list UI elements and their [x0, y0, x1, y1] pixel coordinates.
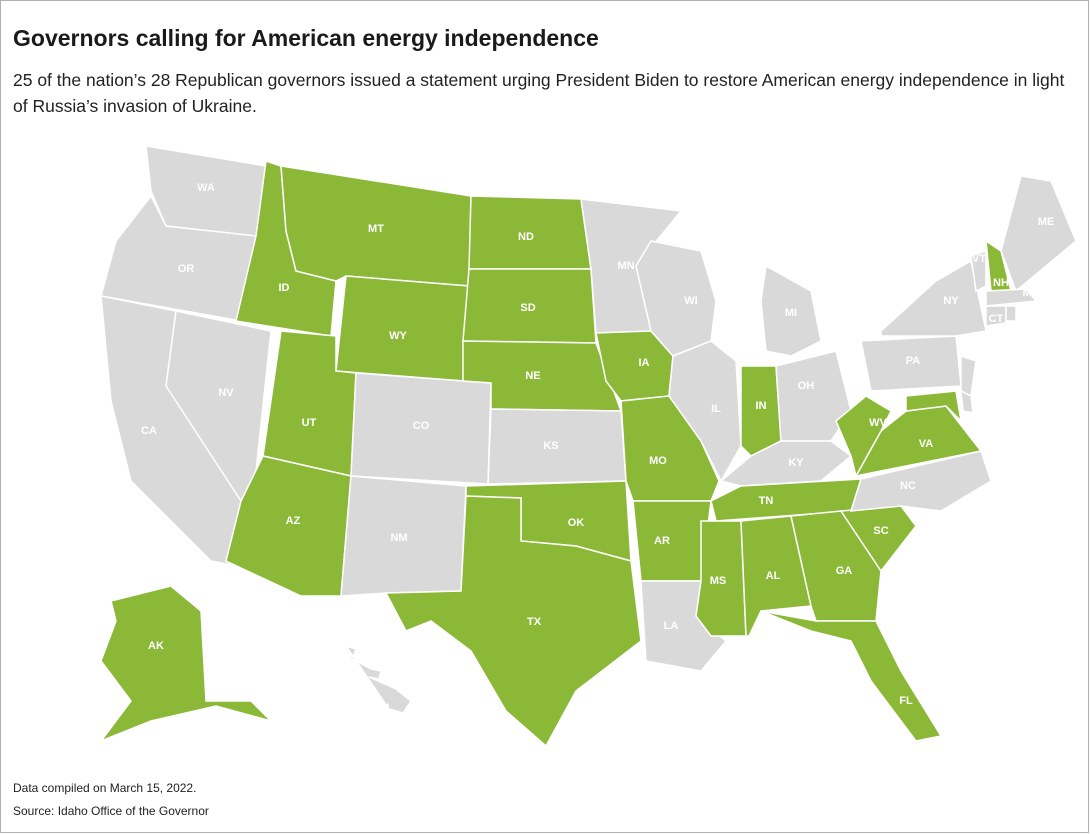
state-label: DE	[983, 395, 998, 407]
state-label: TN	[759, 495, 774, 507]
state-label: VT	[972, 253, 986, 265]
state-label: TX	[527, 616, 542, 628]
state-label: MI	[785, 307, 797, 319]
state	[985, 305, 1007, 327]
state-label: OH	[798, 380, 815, 392]
state	[1000, 175, 1077, 293]
state-label: IN	[756, 400, 767, 412]
state	[335, 275, 470, 382]
state-label: KS	[543, 440, 558, 452]
title: Governors calling for American energy in…	[13, 25, 599, 51]
state-label: NE	[525, 370, 540, 382]
state-label: VA	[919, 438, 934, 450]
state-label: MS	[710, 575, 727, 587]
state	[960, 354, 977, 398]
state-label: CA	[141, 425, 157, 437]
state-label: SD	[520, 302, 535, 314]
state-label: NJ	[986, 367, 1000, 379]
state	[668, 340, 742, 483]
state-label: NY	[943, 295, 959, 307]
state-label: NC	[900, 480, 916, 492]
source: Source: Idaho Office of the Governor	[13, 804, 209, 818]
state-label: ME	[1038, 216, 1055, 228]
state-label: AL	[766, 570, 781, 582]
state-label: KY	[788, 457, 804, 469]
state-label: UT	[302, 417, 317, 429]
state-label: ID	[279, 282, 290, 294]
state-label: CO	[413, 420, 430, 432]
state-label: OR	[178, 263, 195, 275]
state-label: MO	[649, 455, 667, 467]
state-label: AK	[148, 640, 164, 652]
state-label: IA	[639, 357, 650, 369]
state-label: MN	[617, 260, 634, 272]
state	[905, 390, 963, 424]
state	[880, 259, 987, 337]
state	[384, 495, 642, 748]
state-label: SC	[873, 525, 888, 537]
state	[342, 644, 413, 714]
state-label: WY	[389, 330, 407, 342]
state-label: HI	[379, 702, 390, 714]
state-label: MA	[1022, 287, 1039, 299]
state-label: AR	[654, 535, 670, 547]
subtitle: 25 of the nation’s 28 Republican governo…	[13, 70, 1065, 116]
state	[960, 389, 974, 414]
state-label: LA	[664, 620, 679, 632]
state-label: MD	[984, 413, 1001, 425]
state-label: PA	[906, 355, 921, 367]
state-label: RI	[1016, 325, 1027, 337]
state-label: MT	[368, 223, 384, 235]
state-label: GA	[836, 565, 853, 577]
state	[98, 585, 274, 743]
state	[985, 288, 1038, 307]
state-label: ND	[518, 231, 534, 243]
state-label: NM	[390, 532, 407, 544]
state-label: AZ	[286, 515, 301, 527]
state	[760, 264, 822, 357]
state	[632, 500, 712, 582]
state-label: NH	[993, 277, 1009, 289]
state-label: CT	[989, 313, 1004, 325]
state-label: OK	[568, 517, 585, 529]
state	[760, 610, 943, 742]
state	[849, 450, 992, 512]
state	[970, 249, 987, 293]
state-label: NV	[218, 387, 234, 399]
state	[1005, 305, 1017, 322]
state	[835, 395, 892, 479]
note: Data compiled on March 15, 2022.	[13, 781, 197, 795]
state-label: IL	[711, 403, 721, 415]
state-label: WV	[869, 417, 887, 429]
state-label: WA	[197, 182, 215, 194]
state-label: WI	[684, 295, 697, 307]
state-label: FL	[899, 695, 913, 707]
